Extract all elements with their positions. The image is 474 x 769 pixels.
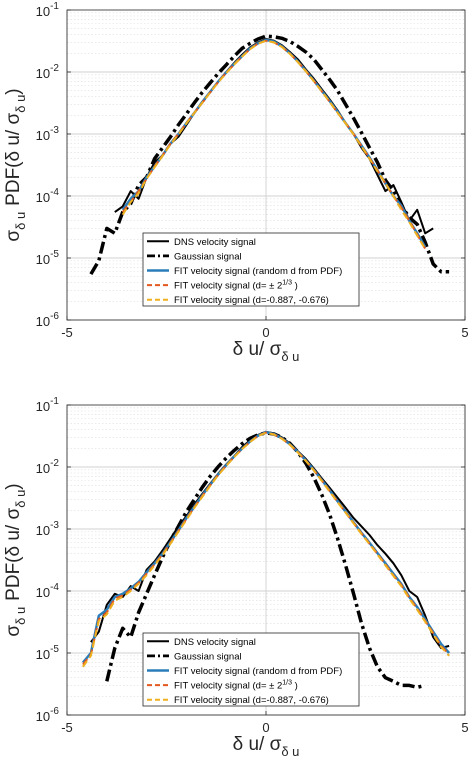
legend-label-1: DNS velocity signal [174,237,256,248]
legend-label-2: Gaussian signal [174,251,242,262]
y-tick-label: 10-3 [36,125,60,143]
y-tick-label: 10-1 [36,396,60,414]
series-line-2 [105,431,426,690]
y-tick-label: 10-6 [36,706,60,724]
legend-label-4: FIT velocity signal (d= ± 21/3 ) [174,280,298,292]
chart-panel-1: 10-6 10-5 10-4 10-3 10-2 10-1 -5 0 5 δ u/ σδ u σδ … [3,1,469,364]
legend: DNS velocity signal Gaussian signal FIT ve… [142,232,360,307]
legend-label-4: FIT velocity signal (d= ± 21/3 ) [174,680,298,692]
legend-label-1: DNS velocity signal [174,637,256,648]
y-tick-label: 10-4 [36,187,60,205]
x-axis-label: δ u/ σδ u [233,339,300,364]
x-tick-label: -5 [61,720,73,735]
legend-label-2: Gaussian signal [174,651,242,662]
x-tick-label: 5 [461,720,468,735]
series-group [81,430,451,690]
x-tick-label: 0 [262,720,269,735]
series-group [89,34,450,275]
legend-label-5: FIT velocity signal (d=-0.887, -0.676) [174,295,329,306]
y-tick-label: 10-4 [36,582,60,600]
chart-panel-2: 10-6 10-5 10-4 10-3 10-2 10-1 -5 0 5 δ u/ σδ u σδ … [3,396,469,759]
legend: DNS velocity signal Gaussian signal FIT ve… [142,632,360,707]
legend-label-5: FIT velocity signal (d=-0.887, -0.676) [174,695,329,706]
series-line-5 [121,39,427,250]
x-tick-label: -5 [61,325,73,340]
x-tick-label: 5 [461,325,468,340]
y-tick-label: 10-2 [36,63,60,81]
y-tick-label: 10-6 [36,311,60,329]
y-tick-label: 10-2 [36,458,60,476]
y-axis-label: σδ uPDF(δ u/ σδ u) [3,88,28,241]
legend-label-3: FIT velocity signal (random d from PDF) [174,266,342,277]
y-tick-label: 10-1 [36,1,60,19]
y-axis-label: σδ uPDF(δ u/ σδ u) [3,483,28,636]
legend-label-3: FIT velocity signal (random d from PDF) [174,666,342,677]
legend-box [142,232,360,307]
x-tick-label: 0 [262,325,269,340]
y-tick-label: 10-5 [36,249,60,267]
legend-box [142,632,360,707]
series-line-5 [82,431,450,668]
y-tick-label: 10-5 [36,644,60,662]
x-axis-label: δ u/ σδ u [233,734,300,759]
y-tick-label: 10-3 [36,520,60,538]
